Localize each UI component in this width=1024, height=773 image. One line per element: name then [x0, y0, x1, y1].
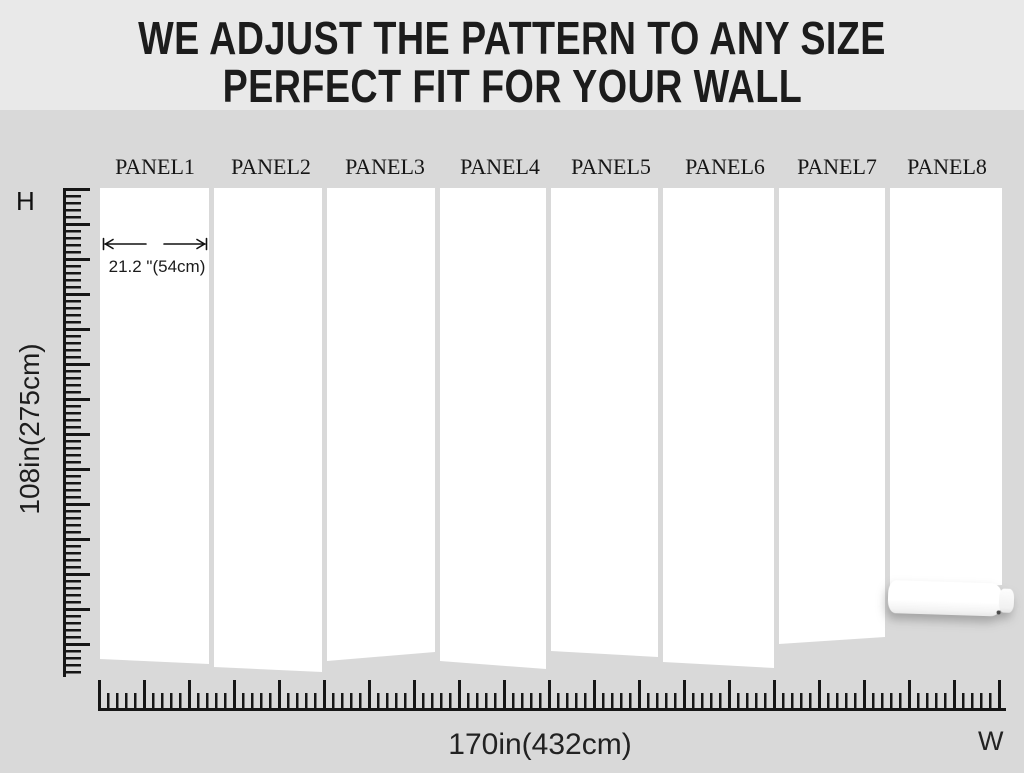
panel-1-label: PANEL1: [115, 154, 195, 179]
height-ruler-ticks: [66, 188, 90, 677]
panel-2-label: PANEL2: [231, 154, 311, 179]
title-line-1: WE ADJUST THE PATTERN TO ANY SIZE: [0, 14, 1024, 62]
width-ruler: [98, 680, 1006, 711]
wallpaper-panel-3: [327, 188, 435, 661]
title-line-2-text: PERFECT FIT FOR YOUR WALL: [222, 60, 802, 112]
title-line-2: PERFECT FIT FOR YOUR WALL: [0, 62, 1024, 110]
height-ruler-spine: [63, 188, 66, 677]
height-ruler: [63, 188, 90, 677]
panel-7-label: PANEL7: [797, 154, 877, 179]
wallpaper-panel-6: [663, 188, 774, 668]
wallpaper-panel-5: [551, 188, 658, 657]
wallpaper-panel-4: [440, 188, 546, 669]
panel-8-label: PANEL8: [907, 154, 987, 179]
wallpaper-roll-end-cap: [998, 588, 1015, 613]
wallpaper-roll: [887, 580, 1016, 620]
wallpaper-roll-core-dot: [996, 610, 1001, 615]
width-ruler-ticks: [98, 680, 1006, 708]
panel-4-label: PANEL4: [460, 154, 540, 179]
wallpaper-panel-8: [890, 188, 1002, 591]
width-axis-letter: W: [978, 726, 1004, 756]
wallpaper-panel-1: [100, 188, 209, 664]
panel-3-label: PANEL3: [345, 154, 425, 179]
width-ruler-spine: [98, 708, 1006, 711]
wallpaper-panel-2: [214, 188, 322, 672]
height-axis-letter: H: [16, 186, 35, 216]
title-line-1-text: WE ADJUST THE PATTERN TO ANY SIZE: [138, 12, 886, 64]
wall-width-label: 170in(432cm): [448, 728, 632, 761]
title-band: WE ADJUST THE PATTERN TO ANY SIZE PERFEC…: [0, 0, 1024, 110]
wallpaper-roll-body: [887, 580, 1003, 617]
panel-5-label: PANEL5: [571, 154, 651, 179]
wall-height-label: 108in(275cm): [14, 343, 45, 515]
panel-width-arrow-icon: [102, 237, 208, 251]
wallpaper-panel-7: [779, 188, 885, 644]
panel-6-label: PANEL6: [685, 154, 765, 179]
panel-width-value: 21.2 "(54cm): [108, 257, 206, 276]
